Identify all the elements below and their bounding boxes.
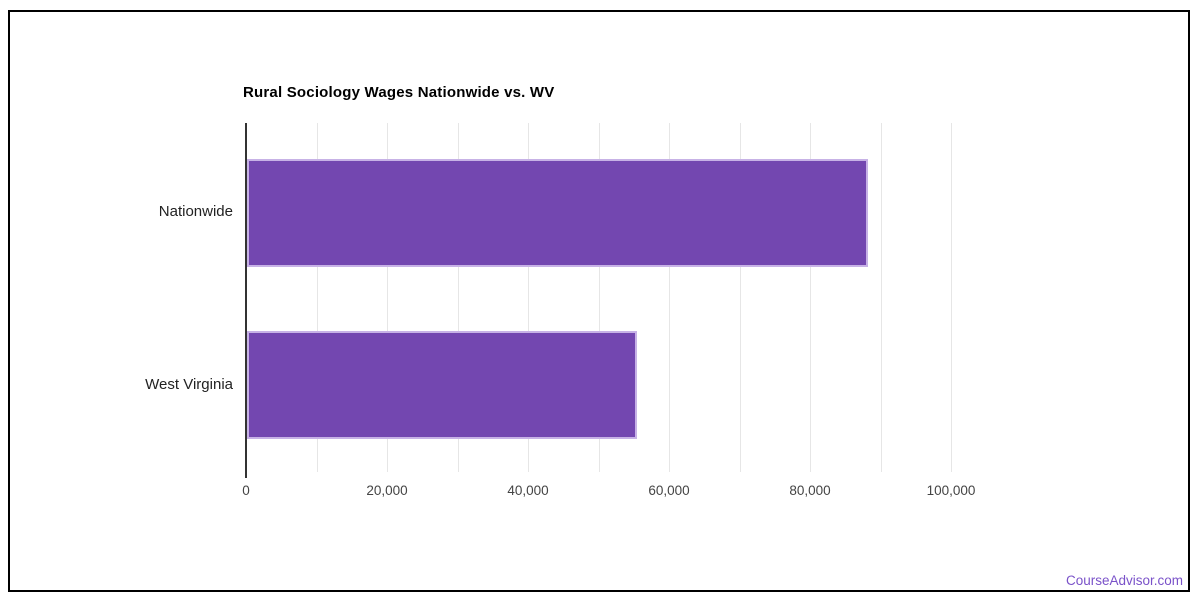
x-tick-label: 60,000 (648, 483, 690, 498)
plot-area (246, 123, 1011, 472)
gridline (599, 123, 600, 472)
category-label: Nationwide (158, 203, 233, 220)
gridline (881, 123, 882, 472)
y-axis-line (245, 123, 247, 478)
bar-nationwide (247, 159, 868, 267)
x-tick-label: 100,000 (926, 483, 976, 498)
x-tick-label: 20,000 (366, 483, 408, 498)
gridline (528, 123, 529, 472)
x-tick-label: 80,000 (789, 483, 831, 498)
gridline (740, 123, 741, 472)
gridline (669, 123, 670, 472)
watermark-link[interactable]: CourseAdvisor.com (1065, 573, 1183, 588)
x-tick-label: 0 (242, 483, 250, 498)
gridline (317, 123, 318, 472)
bar-west-virginia (247, 331, 637, 439)
x-tick-label: 40,000 (507, 483, 549, 498)
chart-title: Rural Sociology Wages Nationwide vs. WV (243, 84, 555, 101)
gridline (458, 123, 459, 472)
category-label: West Virginia (145, 376, 233, 393)
gridline (951, 123, 952, 472)
gridline (387, 123, 388, 472)
gridline (810, 123, 811, 472)
